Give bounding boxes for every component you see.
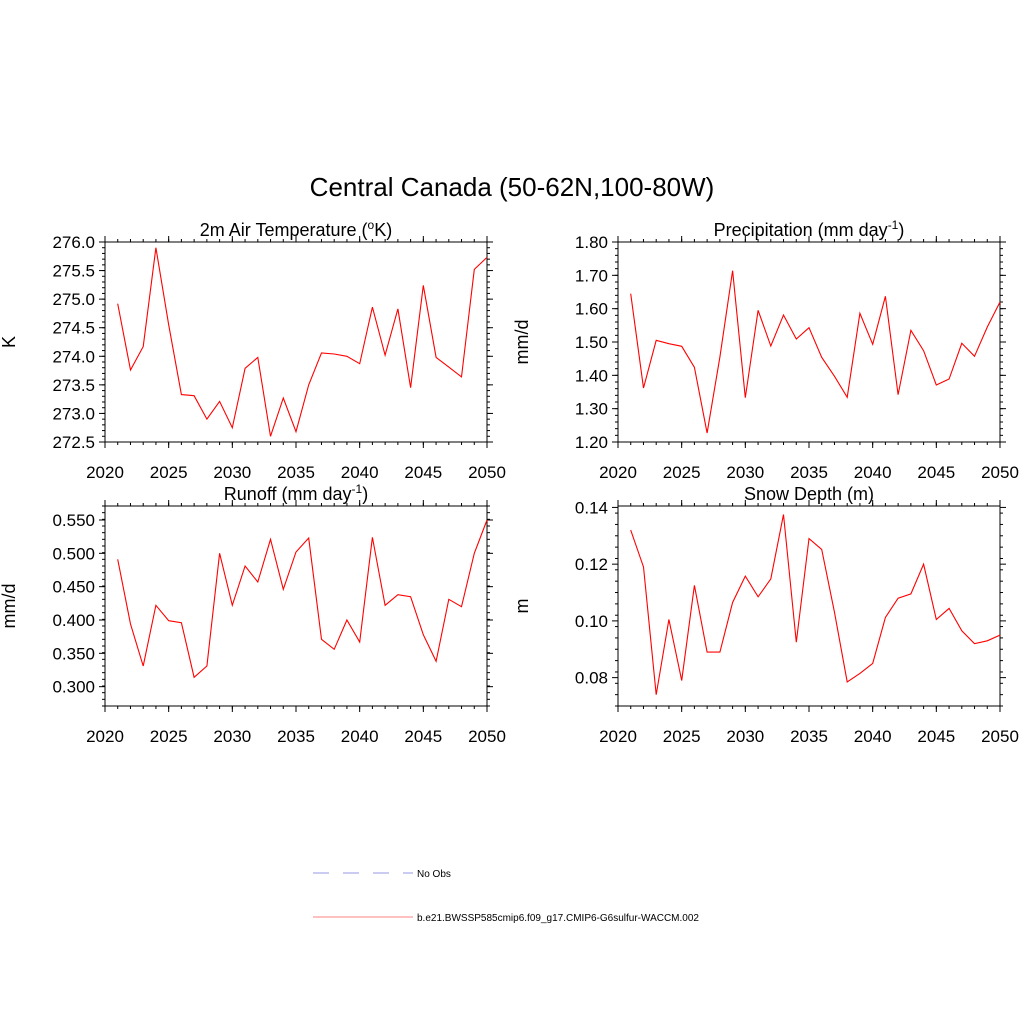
x-tick-label: 2025 xyxy=(150,727,188,746)
x-tick-label: 2025 xyxy=(150,463,188,482)
x-tick-label: 2040 xyxy=(854,727,892,746)
y-tick-label: 0.14 xyxy=(575,498,608,517)
y-tick-label: 0.500 xyxy=(52,544,95,563)
x-tick-label: 2050 xyxy=(468,727,506,746)
x-tick-label: 2050 xyxy=(468,463,506,482)
x-tick-label: 2045 xyxy=(404,727,442,746)
x-tick-label: 2040 xyxy=(341,463,379,482)
panel-title-text: Snow Depth (m) xyxy=(744,484,874,504)
x-tick-label: 2030 xyxy=(726,727,764,746)
legend-entry-2: b.e21.BWSSP585cmip6.f09_g17.CMIP6-G6sulf… xyxy=(313,913,699,924)
chart-panel-4: Snow Depth (m) m 0.08 0.10 0.12 0.14 2020 2025 2… xyxy=(512,484,1019,746)
y-axis-label: mm/d xyxy=(512,320,532,365)
series-line xyxy=(117,247,488,437)
x-tick-label: 2030 xyxy=(213,727,251,746)
y-tick-label: 1.60 xyxy=(575,300,608,319)
x-tick-label: 2025 xyxy=(663,727,701,746)
y-tick-label: 274.5 xyxy=(52,319,95,338)
x-tick-label: 2035 xyxy=(790,727,828,746)
y-axis-label: mm/d xyxy=(0,584,19,629)
y-tick-label: 275.5 xyxy=(52,262,95,281)
chart-panel-3: Runoff (mm day-1) mm/d 0.300 0.350 0.400 0.45… xyxy=(0,482,506,746)
panel-title-suffix: ) xyxy=(362,484,368,504)
y-tick-label: 0.08 xyxy=(575,669,608,688)
legend-entry-1: No Obs xyxy=(313,869,451,880)
x-tick-label: 2045 xyxy=(917,463,955,482)
y-tick-label: 274.0 xyxy=(52,347,95,366)
panel-title-superscript: -1 xyxy=(888,218,899,232)
panel-title-text: 2m Air Temperature ( xyxy=(200,220,368,240)
x-tick-label: 2045 xyxy=(404,463,442,482)
x-tick-label: 2035 xyxy=(277,727,315,746)
y-axis-label: m xyxy=(512,599,532,614)
y-tick-label: 275.0 xyxy=(52,290,95,309)
plot-frame xyxy=(104,241,488,443)
panel-title-text: Precipitation (mm day xyxy=(714,220,888,240)
x-tick-label: 2020 xyxy=(599,727,637,746)
y-tick-label: 1.50 xyxy=(575,333,608,352)
panel-title-suffix: K) xyxy=(374,220,392,240)
panel-title: 2m Air Temperature (oK) xyxy=(200,218,392,240)
chart-panels: 2m Air Temperature (oK) K 272.5 273.0 273.5 2… xyxy=(0,218,1019,746)
legend: No Obs b.e21.BWSSP585cmip6.f09_g17.CMIP6-… xyxy=(313,869,699,924)
chart-panel-1: 2m Air Temperature (oK) K 272.5 273.0 273.5 2… xyxy=(0,218,506,482)
series-line xyxy=(630,514,1001,695)
panel-title: Precipitation (mm day-1) xyxy=(714,218,905,240)
x-tick-label: 2035 xyxy=(277,463,315,482)
x-tick-label: 2020 xyxy=(86,727,124,746)
panel-title: Runoff (mm day-1) xyxy=(224,482,368,504)
y-tick-label: 1.30 xyxy=(575,400,608,419)
x-tick-label: 2050 xyxy=(981,463,1019,482)
panel-title: Snow Depth (m) xyxy=(744,484,874,504)
series-line xyxy=(630,270,1001,434)
x-tick-label: 2020 xyxy=(599,463,637,482)
panel-title-text: Runoff (mm day xyxy=(224,484,352,504)
y-tick-label: 1.20 xyxy=(575,433,608,452)
y-tick-label: 0.300 xyxy=(52,678,95,697)
x-tick-label: 2020 xyxy=(86,463,124,482)
x-tick-label: 2040 xyxy=(854,463,892,482)
y-tick-label: 0.12 xyxy=(575,555,608,574)
y-tick-label: 1.80 xyxy=(575,233,608,252)
x-tick-label: 2035 xyxy=(790,463,828,482)
y-tick-label: 0.10 xyxy=(575,612,608,631)
x-tick-label: 2045 xyxy=(917,727,955,746)
page-title: Central Canada (50-62N,100-80W) xyxy=(310,172,715,202)
y-tick-label: 0.550 xyxy=(52,511,95,530)
y-tick-label: 1.40 xyxy=(575,366,608,385)
plot-frame xyxy=(104,505,488,707)
y-tick-label: 0.400 xyxy=(52,611,95,630)
y-tick-label: 273.0 xyxy=(52,404,95,423)
y-tick-label: 0.350 xyxy=(52,644,95,663)
series-line xyxy=(117,519,488,679)
y-tick-label: 272.5 xyxy=(52,433,95,452)
panel-title-superscript: o xyxy=(368,218,375,232)
legend-label: b.e21.BWSSP585cmip6.f09_g17.CMIP6-G6sulf… xyxy=(417,913,699,924)
y-axis-label: K xyxy=(0,336,19,348)
panel-title-superscript: -1 xyxy=(352,482,363,496)
legend-label: No Obs xyxy=(417,869,451,880)
x-tick-label: 2050 xyxy=(981,727,1019,746)
y-tick-label: 1.70 xyxy=(575,266,608,285)
x-tick-label: 2030 xyxy=(213,463,251,482)
plot-frame xyxy=(617,505,1001,707)
panel-title-suffix: ) xyxy=(898,220,904,240)
x-tick-label: 2040 xyxy=(341,727,379,746)
plot-frame xyxy=(617,241,1001,443)
chart-panel-2: Precipitation (mm day-1) mm/d 1.20 1.30 1.40… xyxy=(512,218,1019,482)
x-tick-label: 2025 xyxy=(663,463,701,482)
x-tick-label: 2030 xyxy=(726,463,764,482)
y-tick-label: 0.450 xyxy=(52,578,95,597)
y-tick-label: 273.5 xyxy=(52,376,95,395)
y-tick-label: 276.0 xyxy=(52,233,95,252)
